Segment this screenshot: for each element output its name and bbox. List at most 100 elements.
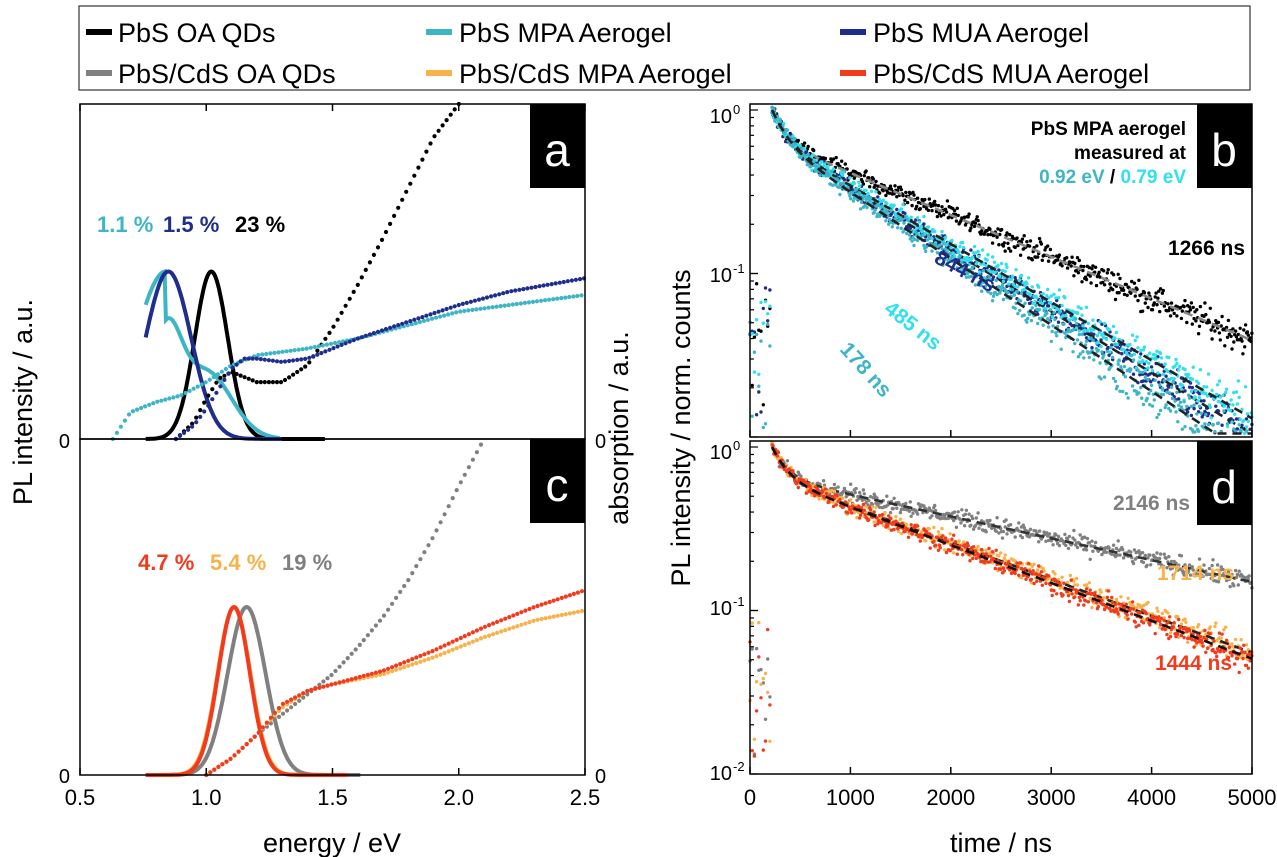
c-pbs-cds-oa-qds-absorption-point-45 [386, 607, 391, 612]
d-pbs-cds-oa-qds-point-239 [977, 526, 981, 530]
b-pbs-mpa-aerogel-0-92-ev-point-80 [833, 183, 837, 187]
d-pbs-cds-mpa-aerogel-point-460 [1177, 635, 1181, 639]
b-pbs-mpa-aerogel-0-92-ev-point-230 [969, 274, 973, 279]
c-pbs-cds-mua-aerogel-absorption-point-33 [337, 680, 342, 685]
b-pbs-oa-qds-point-416 [1137, 278, 1141, 282]
d-pbs-cds-oa-qds-point-117 [867, 498, 871, 503]
c-pbs-cds-mpa-aerogel-absorption-dots [204, 608, 585, 778]
d-pbs-cds-mua-aerogel-point-490 [1204, 650, 1208, 654]
c-pbs-cds-mua-aerogel-absorption-point-25 [305, 688, 310, 694]
a-pbs-mpa-aerogel-absorption-point-4 [126, 412, 132, 417]
legend-label-pbs-mua: PbS MUA Aerogel [873, 18, 1089, 48]
d-pbs-cds-mua-aerogel-point-207 [948, 548, 952, 553]
b-pbs-mpa-aerogel-0-79-ev-point-54 [810, 168, 814, 172]
a-pbs-mpa-aerogel-absorption-point-10 [151, 401, 156, 406]
a-pbs-oa-qds-absorption-point-28 [287, 375, 292, 380]
d-pbs-cds-mpa-aerogel-point-391 [1114, 597, 1119, 602]
d-pbs-cds-mua-aerogel-point-460 [1177, 617, 1181, 622]
c-pbs-cds-oa-qds-absorption-point-52 [414, 564, 419, 569]
b-pbs-oa-qds-point-354 [1081, 268, 1085, 273]
b-pbs-mpa-aerogel-0-92-ev-point-56 [812, 159, 816, 164]
panel-letters: a c b d [530, 104, 1252, 525]
c-pbs-cds-mua-aerogel-absorption-point-50 [406, 658, 411, 663]
d-pbs-cds-mua-aerogel-point-342 [1070, 592, 1074, 596]
d-pbs-cds-mpa-aerogel-point-194 [936, 530, 941, 534]
a-pbs-mua-aerogel-absorption-point-45 [355, 336, 360, 341]
d-pbs-cds-oa-qds-point-42 [799, 474, 803, 478]
b-pbs-mpa-aerogel-0-92-ev-point-472 [1187, 396, 1192, 400]
d-pbs-cds-mua-aerogel-point-408 [1130, 612, 1134, 616]
b-pbs-mpa-aerogel-0-92-ev-point-454 [1171, 380, 1176, 384]
c-pbs-cds-oa-qds-absorption-point-35 [345, 656, 350, 661]
d-pbs-cds-oa-qds-point-212 [952, 510, 957, 514]
d-pbs-cds-mua-aerogel-point-532 [1242, 643, 1246, 647]
b-pbs-oa-qds-point-261 [997, 243, 1001, 247]
b-pbs-mpa-aerogel-0-92-ev-point-387 [1111, 355, 1115, 360]
c-pbs-cds-mua-aerogel-absorption-point-10 [244, 742, 249, 747]
b-pbs-mpa-aerogel-0-79-ev-point-175 [919, 224, 923, 229]
b-pbs-oa-qds-point-133 [881, 189, 885, 193]
b-pbs-mpa-aerogel-0-79-ev-point-268 [1003, 269, 1007, 273]
b-pbs-oa-qds-point-198 [940, 205, 944, 209]
a-pbs-oa-qds-absorption-point-58 [408, 181, 413, 186]
b-pbs-oa-qds-point-475 [1190, 322, 1195, 326]
d-pbs-cds-oa-qds-point-219 [959, 521, 963, 525]
d-pbs-cds-mua-aerogel-point-123 [872, 510, 876, 514]
d-pbs-cds-oa-qds-point-482 [1196, 572, 1201, 576]
d-pbs-cds-mua-aerogel-point-450 [1168, 615, 1172, 619]
d-pbs-cds-mpa-aerogel-point-535 [1244, 643, 1249, 647]
b-pbs-oa-qds-point-146 [893, 184, 897, 188]
a-pbs-mua-aerogel-absorption-point-24 [270, 358, 275, 363]
b-pbs-mpa-aerogel-0-92-ev-point-469 [1185, 404, 1189, 409]
a-pbs-mua-aerogel-absorption-point-25 [274, 359, 280, 364]
c-pbs-cds-mua-aerogel-absorption-point-75 [507, 615, 512, 620]
d-pbs-cds-mpa-aerogel-point-123 [872, 520, 876, 524]
c-pbs-cds-mua-aerogel-absorption-point-56 [430, 649, 435, 654]
d-pbs-cds-oa-qds-point-359 [1085, 536, 1090, 541]
b-pbs-mpa-aerogel-0-92-ev-point-354 [1081, 350, 1085, 354]
a-pbs-mua-aerogel-absorption-point-37 [323, 349, 328, 354]
a-pbs-oa-qds-absorption-point-60 [416, 165, 421, 170]
b-pbs-mpa-aerogel-0-79-ev-point-4 [757, 372, 761, 376]
d-pbs-cds-oa-qds-point-476 [1191, 568, 1195, 572]
d-pbs-cds-oa-qds-point-148 [895, 506, 899, 510]
a-pbs-mua-aerogel-absorption-point-23 [266, 358, 271, 363]
a-pbs-mpa-aerogel-absorption-point-14 [167, 396, 172, 401]
a-pbs-mua-aerogel-absorption-point-31 [299, 357, 304, 362]
d-pbs-cds-mua-aerogel-point-129 [877, 513, 882, 518]
b-pbs-mpa-aerogel-0-92-ev-point-442 [1160, 386, 1165, 391]
a-pbs-oa-qds-absorption-point-49 [371, 252, 376, 257]
c-pbs-cds-oa-qds-absorption-point-58 [438, 520, 443, 525]
a-pbs-oa-qds-absorption-point-55 [396, 205, 401, 210]
d-pbs-cds-mua-aerogel-point-11 [771, 444, 775, 448]
d-pbs-cds-mpa-aerogel-point-300 [1032, 562, 1036, 566]
b-pbs-oa-qds-point-482 [1196, 332, 1201, 336]
d-pbs-cds-oa-qds-point-111 [861, 488, 866, 492]
b-pbs-mua-aerogel-point-6 [761, 306, 765, 311]
d-pbs-cds-oa-qds-point-509 [1221, 567, 1225, 572]
b-pbs-mpa-aerogel-0-79-ev-point-443 [1161, 372, 1166, 376]
b-pbs-oa-qds-point-387 [1111, 287, 1115, 292]
b-pbs-oa-qds-point-251 [988, 227, 992, 231]
b-pbs-mpa-aerogel-0-79-ev-point-517 [1228, 408, 1232, 413]
d-pbs-cds-mua-aerogel-point-279 [1013, 571, 1017, 576]
b-pbs-mpa-aerogel-0-79-ev-point-347 [1074, 326, 1079, 330]
b-pbs-oa-qds-point-127 [876, 184, 880, 188]
right-ytick-label-top: 10 [710, 106, 732, 128]
d-pbs-cds-oa-qds-point-467 [1183, 563, 1187, 567]
d-pbs-cds-mpa-aerogel-point-198 [940, 526, 944, 531]
b-pbs-mpa-aerogel-0-92-ev-point-450 [1168, 391, 1172, 395]
b-pbs-oa-qds-point-39 [796, 138, 800, 143]
a-pbs-mua-aerogel-absorption-point-73 [468, 299, 473, 304]
c-pbs-cds-mua-aerogel-absorption-point-66 [470, 630, 475, 635]
d-pbs-cds-mpa-aerogel-point-222 [962, 540, 966, 544]
b-pbs-oa-qds-point-463 [1179, 316, 1184, 321]
a-pbs-oa-qds-absorption-point-18 [246, 376, 251, 381]
c-pbs-cds-oa-qds-absorption-point-59 [442, 512, 447, 517]
d-pbs-cds-oa-qds-point-268 [1003, 525, 1007, 529]
b-pbs-mpa-aerogel-0-79-ev-point-424 [1144, 360, 1148, 364]
d-pbs-cds-mua-aerogel-point-390 [1113, 602, 1118, 606]
lifetime-label-pbscds-mua: 1444 ns [1155, 652, 1232, 675]
b-pbs-mpa-aerogel-0-92-ev-point-417 [1138, 370, 1142, 374]
d-pbs-cds-oa-qds-point-251 [988, 518, 992, 523]
